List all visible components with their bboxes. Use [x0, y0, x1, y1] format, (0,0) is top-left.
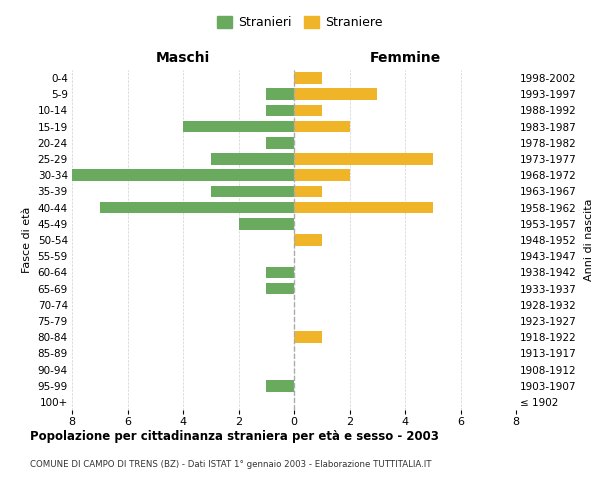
Legend: Stranieri, Straniere: Stranieri, Straniere: [212, 11, 388, 34]
Text: COMUNE DI CAMPO DI TRENS (BZ) - Dati ISTAT 1° gennaio 2003 - Elaborazione TUTTIT: COMUNE DI CAMPO DI TRENS (BZ) - Dati IST…: [30, 460, 431, 469]
Bar: [183, 121, 294, 132]
Bar: [294, 104, 322, 117]
Bar: [266, 380, 294, 392]
Bar: [294, 121, 350, 132]
Bar: [294, 234, 322, 246]
Bar: [211, 186, 294, 198]
Bar: [266, 137, 294, 148]
Text: Femmine: Femmine: [370, 51, 440, 65]
Y-axis label: Fasce di età: Fasce di età: [22, 207, 32, 273]
Bar: [294, 88, 377, 100]
Bar: [100, 202, 294, 213]
Bar: [239, 218, 294, 230]
Bar: [294, 202, 433, 213]
Bar: [266, 266, 294, 278]
Bar: [294, 186, 322, 198]
Text: Maschi: Maschi: [156, 51, 210, 65]
Bar: [294, 72, 322, 84]
Text: Popolazione per cittadinanza straniera per età e sesso - 2003: Popolazione per cittadinanza straniera p…: [30, 430, 439, 443]
Bar: [294, 332, 322, 343]
Bar: [72, 170, 294, 181]
Y-axis label: Anni di nascita: Anni di nascita: [584, 198, 594, 281]
Bar: [266, 282, 294, 294]
Bar: [294, 170, 350, 181]
Bar: [294, 153, 433, 165]
Bar: [266, 88, 294, 100]
Bar: [266, 104, 294, 117]
Bar: [211, 153, 294, 165]
